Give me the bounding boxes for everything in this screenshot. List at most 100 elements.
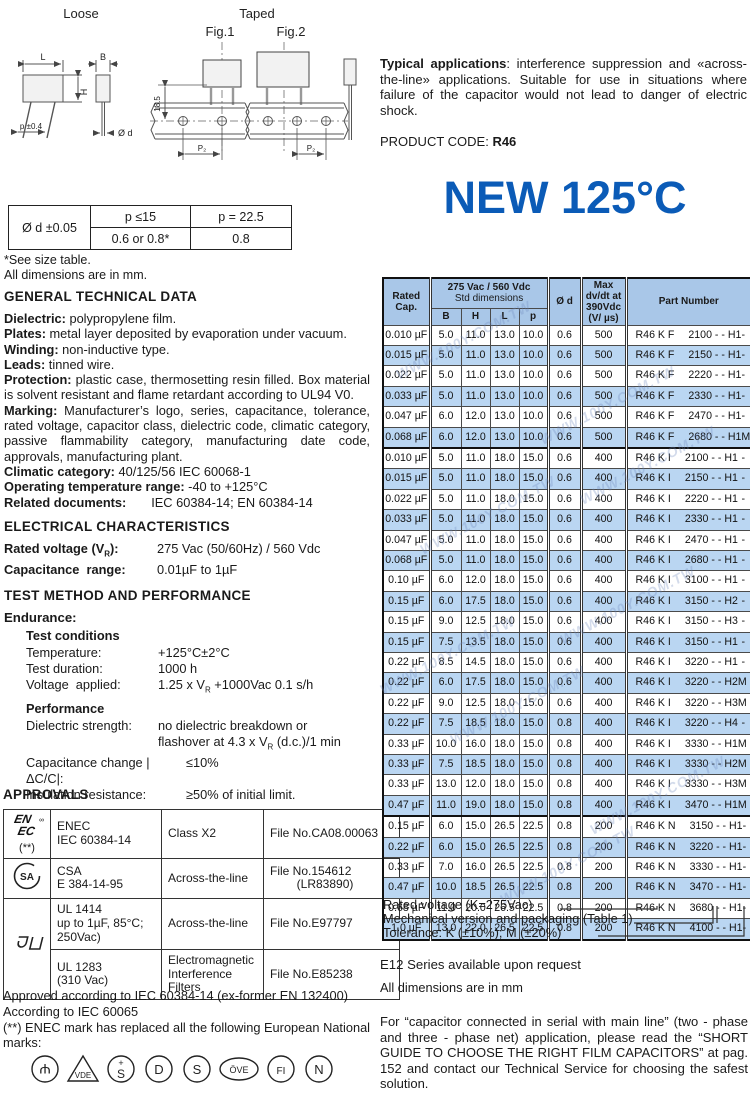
general-heading: GENERAL TECHNICAL DATA <box>4 289 198 304</box>
vde-mark-icon: VDE <box>66 1054 100 1089</box>
table-cell: 15.0 <box>518 611 550 633</box>
part-number-series: R46 K I <box>635 717 671 730</box>
product-code: PRODUCT CODE: R46 <box>380 134 516 149</box>
general-data-item: Related documents: IEC 60384-14; EN 6038… <box>4 494 313 510</box>
legend-line-3: Tolerance: K (±10%); M (±20%) <box>383 924 562 940</box>
part-table-row: 0.22 µF 7.5 18.5 18.0 15.0 0.8 400 R46 K I 3220 … <box>382 713 750 735</box>
part-number-code: 2330 - - H1 <box>688 389 742 402</box>
part-table-row: 0.068 µF 5.0 11.0 18.0 15.0 0.6 400 R46 K I 2680… <box>382 549 750 572</box>
part-number-cell: R46 K I 2150 - - H1- <box>625 468 750 490</box>
table-cell: 0.6 <box>547 529 583 551</box>
table-cell: 0.10 µF <box>382 570 432 592</box>
approvals-footer: Approved according to IEC 60384-14 (ex-f… <box>3 988 371 1051</box>
approval-file-number: File No.E85238 <box>263 948 400 1001</box>
part-number-code: 2150 - - H1 <box>684 472 738 485</box>
part-number-cell: R46 K I 2470 - - H1- <box>625 529 750 551</box>
table-cell: 9.0 <box>429 611 462 633</box>
part-number-suffix: - <box>741 594 746 607</box>
legend-connector-lines <box>560 906 745 937</box>
approval-file-number: File No.154612 (LR83890) <box>263 857 400 900</box>
table-cell: 15.0 <box>460 815 491 838</box>
table-cell: 0.6 <box>547 488 583 511</box>
table-cell: 0.47 µF <box>382 877 432 899</box>
table-cell: 0.6 <box>547 385 583 408</box>
typical-applications-lead: Typical applications <box>380 56 507 71</box>
table-cell: 0.22 µF <box>382 692 432 715</box>
table-cell: 0.022 µF <box>382 488 432 511</box>
part-number: R46 K I 3220 - - H1- <box>628 654 750 672</box>
table-cell: 5.0 <box>429 324 462 346</box>
table-cell: 18.5 <box>460 713 491 735</box>
part-number-suffix: - <box>741 615 746 628</box>
part-number-code: 2220 - - H1 <box>688 369 742 382</box>
part-number-series: R46 K F <box>635 389 675 402</box>
ove-mark-icon: ÖVE <box>218 1054 260 1089</box>
table-cell: 0.8 <box>547 774 583 796</box>
part-number-series: R46 K F <box>635 369 675 382</box>
part-number-code: 3220 - - H1 <box>689 840 743 853</box>
table-cell: 11.0 <box>460 385 491 408</box>
svg-text:∞: ∞ <box>39 817 44 824</box>
table-cell: 0.68 µF <box>382 897 432 920</box>
table-cell: 12.5 <box>460 611 491 633</box>
part-number-cell: R46 K F 2470 - - H1- <box>625 406 750 428</box>
table-cell: 11.0 <box>460 509 491 531</box>
size-note-2: All dimensions are in mm. <box>4 268 148 282</box>
table-cell: 10.0 <box>518 385 550 408</box>
label-value-row: Voltage applied: 1.25 x VR +1000Vac 0.1 s… <box>26 677 370 698</box>
part-number-suffix: - <box>741 635 746 648</box>
part-number-code: 2680 - - H1 <box>684 553 738 566</box>
table-cell: 7.5 <box>429 713 462 735</box>
table-cell: 0.15 µF <box>382 611 432 633</box>
csa-logo-icon: SA <box>13 862 41 889</box>
size-table-col1-header: p ≤15 <box>90 205 191 228</box>
table-cell: 18.0 <box>489 754 520 776</box>
part-number-cell: R46 K I 3220 - - H3 M <box>625 692 750 715</box>
part-number-code: 3330 - - H1 <box>684 737 738 750</box>
table-cell: 15.0 <box>518 651 550 674</box>
general-data-item: Dielectric: polypropylene film. <box>4 311 177 326</box>
kema-mark-icon: Ψ <box>28 1054 62 1089</box>
part-table-row: 0.22 µF 9.0 12.5 18.0 15.0 0.6 400 R46 K I 3220 … <box>382 692 750 715</box>
part-number-cell: R46 K I 3470 - - H1 M <box>625 794 750 818</box>
ul-recognized-icon <box>17 936 44 951</box>
svg-text:ÖVE: ÖVE <box>229 1065 248 1075</box>
approval-class: Across-the-line <box>161 857 264 900</box>
table-cell: 0.15 µF <box>382 631 432 654</box>
csa-logo-cell: SA <box>3 857 51 900</box>
part-table-row: 0.22 µF 6.0 17.5 18.0 15.0 0.6 400 R46 K I 3220 … <box>382 672 750 694</box>
table-cell: 20.0 <box>460 897 491 920</box>
part-number-suffix: - <box>741 533 746 546</box>
part-table-row: 0.33 µF 7.0 16.0 26.5 22.5 0.8 200 R46 K N 3330 … <box>382 857 750 879</box>
table-cell: 19.0 <box>460 794 491 818</box>
svg-text:Ψ: Ψ <box>39 1061 51 1077</box>
table-cell: 400 <box>580 794 628 818</box>
table-cell: 11.0 <box>460 549 491 572</box>
table-cell: 10.0 <box>518 365 550 387</box>
table-cell: 0.33 µF <box>382 857 432 879</box>
svg-text:S: S <box>193 1062 202 1077</box>
part-number-cell: R46 K F 2150 - - H1- <box>625 344 750 367</box>
sev-mark-icon: S <box>180 1054 214 1089</box>
row-label: Capacitance change |ΔC/C|: <box>26 755 150 786</box>
table-cell: 12.0 <box>460 774 491 796</box>
table-cell: 400 <box>580 774 628 796</box>
part-number: R46 K N 3150 - - H1- <box>628 817 750 836</box>
part-number-cell: R46 K I 2680 - - H1- <box>625 549 750 572</box>
part-number-suffix: - <box>741 410 746 423</box>
part-number-suffix: M <box>737 696 747 709</box>
part-number-code: 3470 - - H1 <box>684 798 738 811</box>
part-number-cell: R46 K I 3220 - - H1- <box>625 651 750 674</box>
part-number-code: 3220 - - H3 <box>684 696 738 709</box>
table-cell: 0.6 <box>547 447 583 470</box>
label-value-row: Capacitance range: 0.01µF to 1µF <box>4 562 370 578</box>
dim-185-label: 18.5 <box>153 96 162 112</box>
table-cell: 13.0 <box>489 406 520 428</box>
part-number: R46 K I 3470 - - H1 M <box>628 796 750 814</box>
table-cell: 0.033 µF <box>382 509 432 531</box>
part-number-suffix: - <box>741 348 746 361</box>
size-table-col2-header: p = 22.5 <box>190 205 292 228</box>
part-number-cell: R46 K F 2330 - - H1- <box>625 385 750 408</box>
table-cell: 0.15 µF <box>382 590 432 613</box>
table-cell: 18.0 <box>489 733 520 756</box>
